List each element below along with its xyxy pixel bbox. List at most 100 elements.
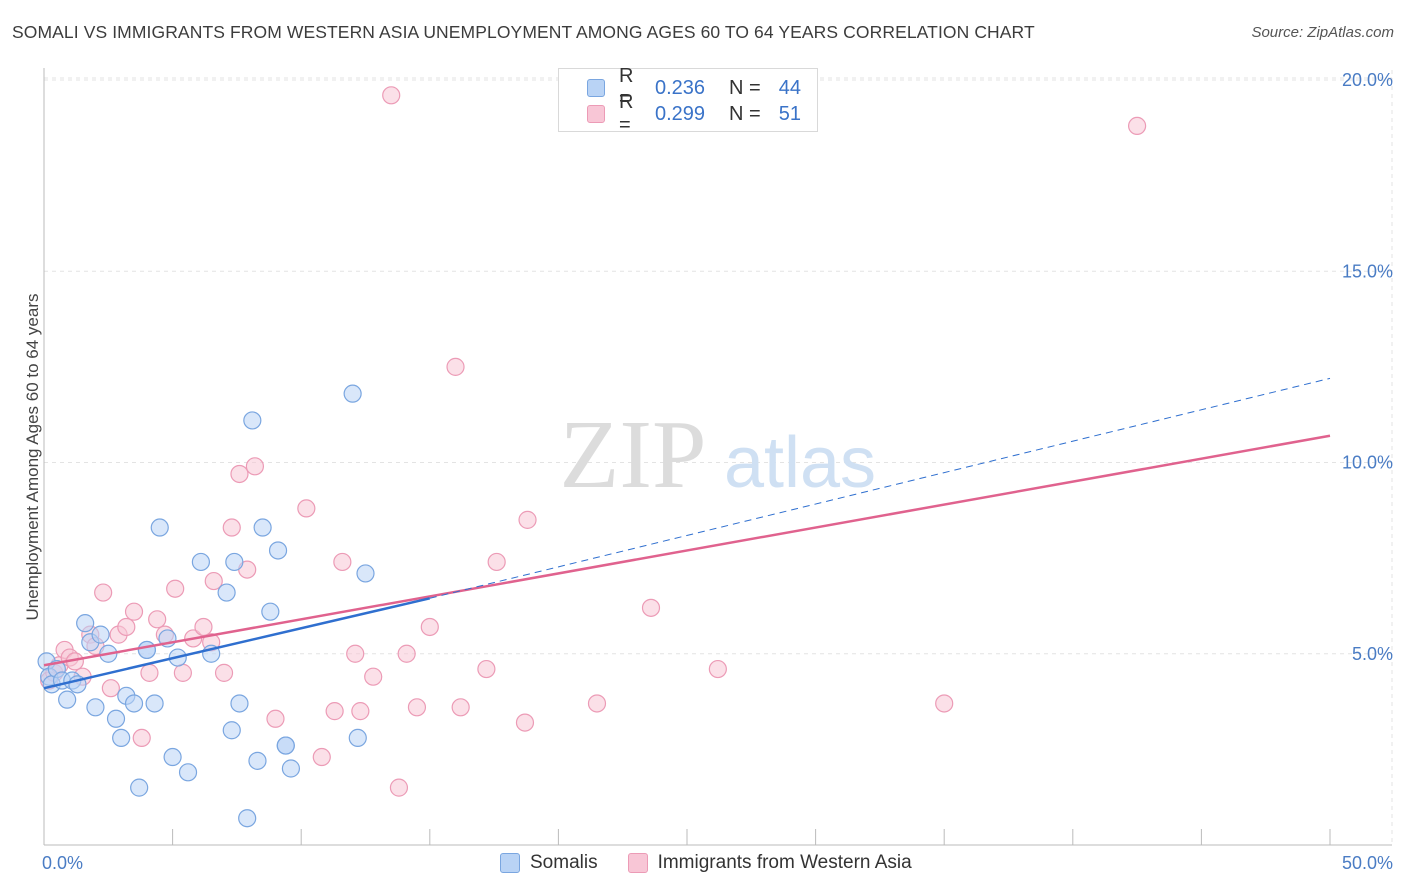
wasia-point: [312, 747, 331, 767]
legend-row-wasia: R = 0.299 N = 51: [587, 91, 801, 136]
somali-point: [225, 552, 244, 572]
legend-item-wasia[interactable]: Immigrants from Western Asia: [627, 852, 912, 874]
wasia-point: [204, 571, 223, 591]
somali-point: [348, 728, 367, 748]
y-tick-label: 15.0%: [1342, 261, 1393, 281]
wasia-point: [487, 552, 506, 572]
wasia-point: [297, 499, 316, 518]
somali-point: [150, 518, 169, 537]
wasia-point: [333, 552, 352, 572]
somali-point: [145, 694, 164, 713]
series-legend: Somalis Immigrants from Western Asia: [500, 852, 942, 874]
wasia-point: [166, 579, 185, 598]
n-value: 44: [778, 76, 801, 99]
source-label: Source: ZipAtlas.com: [1251, 24, 1394, 41]
wasia-point: [477, 659, 496, 679]
somali-trend-extension: [429, 377, 1331, 599]
wasia-point: [124, 602, 144, 621]
somali-point: [86, 698, 105, 717]
wasia-point: [94, 583, 113, 602]
y-tick-label: 10.0%: [1342, 453, 1393, 473]
wasia-point: [148, 610, 167, 629]
somali-trend-line: [43, 597, 431, 690]
wasia-point: [451, 698, 470, 717]
wasia-point: [194, 617, 213, 637]
r-label: R =: [619, 91, 634, 136]
tick-labels: 5.0% 10.0% 15.0% 20.0% 0.0% 50.0%: [42, 70, 1393, 873]
wasia-point: [117, 617, 136, 637]
somali-point: [112, 728, 131, 748]
legend-item-somalis[interactable]: Somalis: [500, 852, 598, 874]
somali-point: [91, 625, 110, 644]
somali-point: [356, 564, 375, 583]
y-axis-label: Unemployment Among Ages 60 to 64 years: [23, 294, 42, 621]
wasia-swatch: [627, 853, 648, 873]
wasia-point: [397, 644, 416, 663]
n-value: 51: [778, 102, 801, 125]
wasia-point: [101, 679, 120, 698]
wasia-point: [266, 709, 285, 728]
wasia-point: [325, 702, 344, 721]
somali-point: [253, 518, 272, 537]
wasia-point: [346, 644, 365, 663]
wasia-point: [935, 694, 954, 713]
somali-point: [268, 541, 288, 560]
somali-point: [124, 694, 144, 713]
somali-point: [281, 759, 301, 778]
somali-swatch: [500, 853, 520, 873]
legend-label-somalis: Somalis: [530, 852, 598, 873]
somali-point: [130, 778, 149, 797]
wasia-point: [214, 663, 234, 682]
grid-lines: [44, 70, 1393, 845]
wasia-point: [382, 86, 401, 105]
somali-point: [58, 690, 77, 709]
wasia-point: [230, 464, 249, 484]
somali-swatch: [587, 79, 605, 97]
somali-point: [163, 747, 182, 767]
somali-point: [243, 411, 262, 430]
wasia-swatch: [587, 105, 605, 123]
watermark: ZIP atlas: [560, 401, 877, 509]
somali-point: [191, 552, 210, 572]
r-value: 0.299: [655, 102, 706, 125]
legend-row-somali: R = 0.236 N = 44: [587, 65, 801, 110]
wasia-point: [587, 694, 607, 713]
somali-point: [343, 384, 362, 403]
y-tick-label: 20.0%: [1342, 70, 1393, 90]
wasia-point: [420, 617, 439, 637]
legend-label-wasia: Immigrants from Western Asia: [657, 852, 912, 873]
wasia-point: [132, 728, 151, 748]
trend-lines: [43, 377, 1331, 690]
x-tick-label: 50.0%: [1342, 853, 1393, 873]
wasia-point: [389, 778, 409, 797]
watermark-atlas: atlas: [724, 423, 876, 503]
wasia-point: [173, 663, 192, 682]
wasia-point: [245, 457, 265, 476]
wasia-point: [364, 667, 383, 686]
somali-point: [261, 602, 280, 621]
somali-point: [76, 614, 95, 633]
somali-point: [230, 694, 249, 713]
wasia-point: [518, 510, 537, 529]
wasia-point: [351, 702, 370, 721]
n-label: N =: [729, 76, 761, 99]
axes: [43, 68, 1392, 846]
wasia-point: [222, 518, 241, 537]
wasia-point: [708, 659, 727, 679]
wasia-trend-line: [43, 434, 1331, 667]
correlation-legend: R = 0.236 N = 44 R = 0.299 N = 51: [558, 65, 818, 136]
chart-title: SOMALI VS IMMIGRANTS FROM WESTERN ASIA U…: [12, 22, 1035, 42]
wasia-point: [515, 713, 535, 732]
r-value: 0.236: [655, 76, 706, 99]
wasia-point: [446, 357, 465, 376]
n-label: N =: [729, 102, 761, 125]
wasia-point: [140, 663, 159, 682]
wasia-point: [407, 698, 427, 717]
y-tick-label: 5.0%: [1352, 644, 1393, 664]
r-label: R =: [619, 65, 634, 110]
watermark-zip: ZIP: [560, 401, 707, 509]
somali-point: [137, 640, 156, 660]
somali-point: [248, 751, 267, 770]
somali-point: [276, 736, 295, 755]
